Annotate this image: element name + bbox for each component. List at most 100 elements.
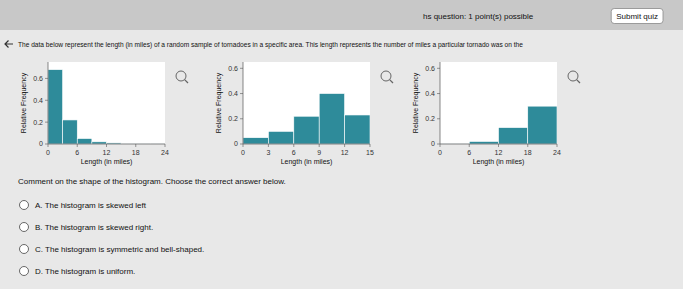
y-tick-label: 0.2 xyxy=(425,115,435,122)
radio-button[interactable] xyxy=(20,245,29,254)
y-tick-label: 0.4 xyxy=(228,90,238,97)
y-axis-line xyxy=(243,62,244,144)
x-tick-label: 24 xyxy=(161,149,169,156)
zoom-icon-handle[interactable] xyxy=(577,80,580,83)
header-bar xyxy=(0,0,683,30)
histogram-bar xyxy=(499,128,528,144)
x-tick-label: 12 xyxy=(495,149,503,156)
x-tick-label: 0 xyxy=(46,149,50,156)
x-tick xyxy=(527,144,528,147)
zoom-icon-lens[interactable] xyxy=(381,71,391,81)
y-tick xyxy=(240,118,243,119)
bars xyxy=(440,106,557,144)
y-tick-label: 0 xyxy=(39,140,43,147)
x-tick-label: 6 xyxy=(75,149,79,156)
bars xyxy=(243,94,370,144)
description-text: The data below represent the length (in … xyxy=(18,41,523,49)
y-tick-label: 0.4 xyxy=(425,90,435,97)
x-axis-label: Length (in miles) xyxy=(281,158,333,166)
x-tick-label: 9 xyxy=(317,149,321,156)
y-tick xyxy=(45,144,48,145)
y-tick-label: 0.6 xyxy=(228,65,238,72)
y-axis-label: Relative Frequency xyxy=(215,72,223,133)
x-tick xyxy=(48,144,49,147)
histogram-panel: 0 6 12 18 24 0 0.2 0.4 0.6 Length (in miles) Relat… xyxy=(412,62,580,166)
histogram-bar xyxy=(319,94,344,144)
plot-area xyxy=(440,62,557,144)
background xyxy=(0,0,683,289)
zoom-icon[interactable] xyxy=(176,71,188,83)
choice[interactable]: B. The histogram is skewed right. xyxy=(20,223,154,232)
y-tick-label: 0 xyxy=(431,140,435,147)
y-tick xyxy=(437,68,440,69)
x-axis-line xyxy=(243,144,370,145)
submit-button[interactable]: Submit quiz xyxy=(611,9,663,24)
header-text: hs question: 1 point(s) possible xyxy=(423,12,534,21)
y-tick-label: 0.6 xyxy=(425,65,435,72)
x-tick-label: 0 xyxy=(438,149,442,156)
histogram-bar xyxy=(77,139,92,144)
y-tick-label: 0 xyxy=(234,140,238,147)
x-tick xyxy=(243,144,244,147)
zoom-icon-handle[interactable] xyxy=(185,80,188,83)
histogram-bar xyxy=(469,141,498,144)
y-tick xyxy=(437,144,440,145)
radio-button[interactable] xyxy=(20,267,29,276)
y-tick xyxy=(437,118,440,119)
x-tick xyxy=(106,144,107,147)
x-tick xyxy=(344,144,345,147)
choice[interactable]: D. The histogram is uniform. xyxy=(20,267,136,276)
x-tick xyxy=(498,144,499,147)
zoom-icon[interactable] xyxy=(381,71,393,83)
x-tick xyxy=(440,144,441,147)
x-tick-label: 3 xyxy=(266,149,270,156)
x-axis-label: Length (in miles) xyxy=(81,158,133,166)
y-axis-label: Relative Frequency xyxy=(412,72,420,133)
histogram-bar xyxy=(63,120,78,144)
y-tick xyxy=(45,122,48,123)
y-tick xyxy=(240,93,243,94)
choice-text[interactable]: A. The histogram is skewed left xyxy=(35,201,147,210)
choice-text[interactable]: B. The histogram is skewed right. xyxy=(35,223,153,232)
y-tick xyxy=(240,144,243,145)
choice[interactable]: A. The histogram is skewed left xyxy=(20,201,147,210)
radio-button[interactable] xyxy=(20,223,29,232)
y-axis-label: Relative Frequency xyxy=(20,72,28,133)
radio-button[interactable] xyxy=(20,201,29,210)
choice-text[interactable]: D. The histogram is uniform. xyxy=(35,267,135,276)
histogram-bar xyxy=(268,131,293,144)
y-tick xyxy=(437,93,440,94)
y-tick xyxy=(45,78,48,79)
x-tick-label: 6 xyxy=(292,149,296,156)
submit-text[interactable]: Submit quiz xyxy=(616,12,658,21)
submit-box[interactable] xyxy=(611,9,663,24)
x-axis-label: Length (in miles) xyxy=(473,158,525,166)
plot-area xyxy=(243,62,370,144)
x-tick-label: 6 xyxy=(467,149,471,156)
choice-text[interactable]: C. The histogram is symmetric and bell-s… xyxy=(35,245,204,254)
y-tick-label: 0.4 xyxy=(33,97,43,104)
zoom-icon-handle[interactable] xyxy=(390,80,393,83)
histogram-bar xyxy=(345,115,370,144)
zoom-icon-lens[interactable] xyxy=(568,71,578,81)
y-tick-label: 0.2 xyxy=(33,119,43,126)
x-tick xyxy=(370,144,371,147)
histogram-panel: 0612182400.20.40.6Length (in miles)Relat… xyxy=(20,62,188,166)
choice[interactable]: C. The histogram is symmetric and bell-s… xyxy=(20,245,205,254)
x-tick-label: 24 xyxy=(553,149,561,156)
page: hs question: 1 point(s) possible Submit q… xyxy=(0,0,683,289)
x-tick-label: 12 xyxy=(103,149,111,156)
y-tick-label: 0.6 xyxy=(33,75,43,82)
zoom-icon-lens[interactable] xyxy=(176,71,186,81)
histogram-panel: 0369121500.20.40.6Length (in miles)Relat… xyxy=(215,62,393,166)
back-arrow[interactable] xyxy=(5,41,13,48)
histogram-bar xyxy=(48,70,63,144)
histogram-bar xyxy=(243,138,268,144)
x-tick xyxy=(135,144,136,147)
histogram-bar xyxy=(294,116,319,144)
zoom-icon[interactable] xyxy=(568,71,580,83)
y-tick xyxy=(240,68,243,69)
y-tick-label: 0.2 xyxy=(228,115,238,122)
bars xyxy=(48,70,165,144)
x-tick-label: 18 xyxy=(524,149,532,156)
